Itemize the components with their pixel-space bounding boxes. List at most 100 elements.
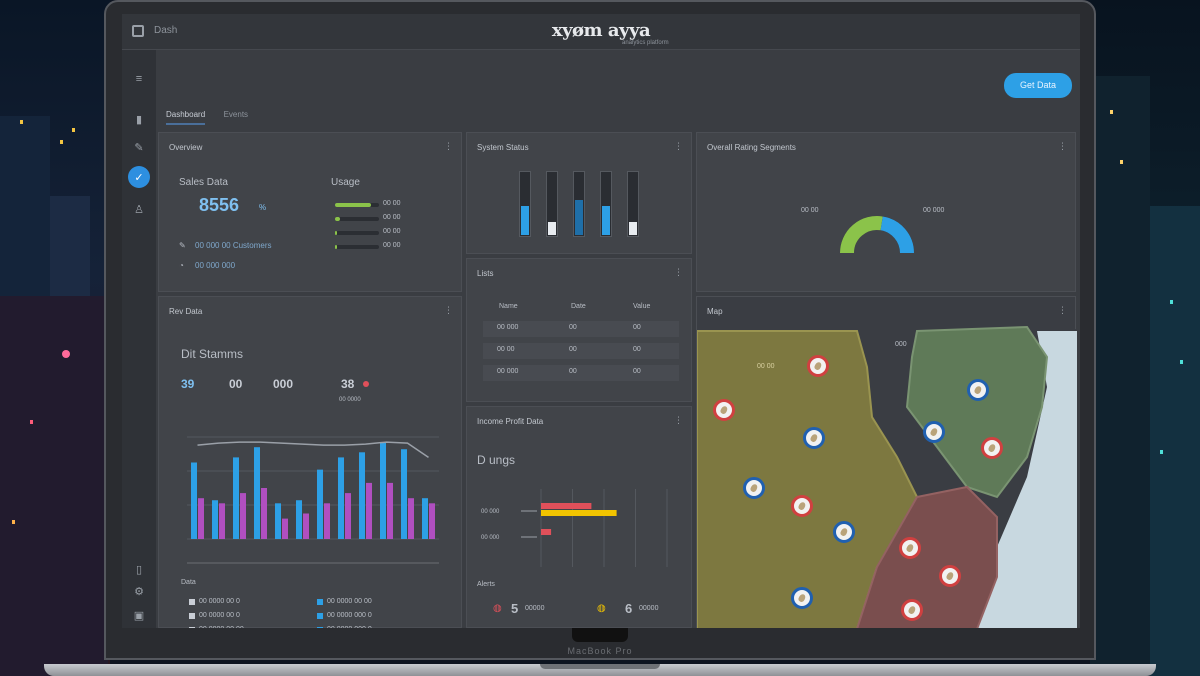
tab-events[interactable]: Events	[223, 110, 249, 119]
chart-bar	[387, 482, 393, 539]
table-cell-value: 00	[633, 346, 641, 353]
kpi-sub: 00 0000	[339, 397, 361, 403]
chart-bar	[212, 500, 218, 539]
map-pin-icon[interactable]	[967, 379, 989, 401]
chart-bar	[422, 498, 428, 539]
metric-label: Sales Data	[179, 177, 228, 188]
map-label-a: 00 00	[757, 363, 775, 370]
metric-unit: %	[259, 203, 267, 212]
chart-bar	[359, 452, 365, 539]
region-map[interactable]	[697, 297, 1077, 628]
more-icon[interactable]: ⋮	[444, 305, 453, 315]
usage-progress-fill	[335, 217, 341, 221]
map-pin-icon[interactable]	[833, 521, 855, 543]
alert-label-1: 00000	[525, 605, 545, 612]
gauge-title: Overall Rating Segments	[707, 143, 796, 152]
lock-icon[interactable]: ▣	[133, 609, 145, 622]
chart-bar	[408, 498, 414, 539]
table-row[interactable]: 00 000 00 00	[483, 321, 679, 337]
status-bar-track	[519, 171, 531, 237]
legend-swatch	[317, 599, 323, 605]
settings-icon[interactable]: ⚙	[134, 585, 144, 598]
income-panel: Income Profit Data ⋮ D ungs 00 000 00 000…	[466, 406, 692, 628]
map-pin-icon[interactable]	[901, 599, 923, 621]
table-cell-name: 00 000	[497, 324, 519, 331]
pencil-icon[interactable]: ✎	[179, 241, 186, 250]
table-cell-value: 00	[633, 324, 641, 331]
more-icon[interactable]: ⋮	[674, 267, 683, 277]
legend-swatch	[317, 613, 323, 619]
more-icon[interactable]: ⋮	[1058, 305, 1067, 315]
status-bar	[548, 222, 556, 235]
city-background-right	[1090, 0, 1200, 676]
kpi-value: 000	[273, 377, 294, 391]
chart-bar	[317, 469, 323, 539]
user-icon[interactable]: ♙	[134, 203, 144, 216]
get-data-button[interactable]: Get Data	[1004, 73, 1072, 98]
table-cell-date: 00	[569, 368, 577, 375]
overview-title: Overview	[169, 143, 203, 152]
usage-progress-label: 00 00	[383, 242, 401, 249]
map-pin-icon[interactable]	[807, 355, 829, 377]
map-pin-icon[interactable]	[939, 565, 961, 587]
map-pin-icon[interactable]	[791, 587, 813, 609]
status-bar	[521, 206, 529, 235]
legend-swatch	[189, 627, 195, 628]
usage-progress-label: 00 00	[383, 214, 401, 221]
alerts-title: Alerts	[477, 581, 495, 588]
map-pin-icon[interactable]	[899, 537, 921, 559]
legend-item: 00 0000 00 0	[199, 598, 240, 605]
compass-icon[interactable]: ✓	[128, 166, 150, 188]
city-background-left	[0, 0, 110, 676]
status-bar-track	[546, 171, 558, 237]
chart-bar	[219, 503, 225, 539]
chart-bar	[191, 462, 197, 539]
chart-bar	[198, 498, 204, 539]
sidebar: ≡ ▮ ✎ ✓ ♙ ▯ ⚙ ▣	[122, 50, 156, 628]
more-icon[interactable]: ⋮	[674, 415, 683, 425]
map-pin-icon[interactable]	[743, 477, 765, 499]
tab-bar: Dashboard Events	[166, 104, 262, 125]
usage-progress-bar	[335, 203, 379, 207]
status-bar	[602, 206, 610, 235]
alert-label-2: 00000	[639, 605, 659, 612]
legend-swatch	[317, 627, 323, 628]
menu-icon[interactable]: ≡	[135, 73, 143, 85]
tag-icon[interactable]: ✎	[134, 141, 144, 154]
kpi-alert-dot	[363, 381, 369, 387]
map-pin-icon[interactable]	[923, 421, 945, 443]
file-icon[interactable]: ▯	[135, 563, 143, 576]
map-pin-icon[interactable]	[791, 495, 813, 517]
more-icon[interactable]: ⋮	[674, 141, 683, 151]
legend-item: 00 0000 00 0	[199, 612, 240, 619]
overview-panel: Overview ⋮ Sales Data 8556 % Usage 00 00…	[158, 132, 462, 292]
more-icon[interactable]: ⋮	[1058, 141, 1067, 151]
chart-bar	[401, 449, 407, 539]
map-pin-icon[interactable]	[803, 427, 825, 449]
gauge-segment-green	[840, 216, 883, 254]
gauge-segment-blue	[880, 216, 914, 254]
document-icon[interactable]: ▮	[135, 113, 143, 126]
tab-dashboard[interactable]: Dashboard	[166, 110, 206, 125]
map-pin-icon[interactable]	[981, 437, 1003, 459]
more-icon[interactable]: ⋮	[444, 141, 453, 151]
metric-value: 8556	[199, 195, 240, 215]
table-row[interactable]: 00 000 00 00	[483, 365, 679, 381]
map-title: Map	[707, 307, 723, 316]
table-header-date: Date	[571, 303, 586, 310]
map-pin-icon[interactable]	[713, 399, 735, 421]
laptop-base-notch	[540, 664, 660, 669]
legend-item: 00 0000 000 0	[327, 626, 372, 628]
legend-item: 00 0000 000 0	[327, 612, 372, 619]
chart-bar	[324, 503, 330, 539]
chart-bar	[254, 447, 260, 539]
laptop-model-label: MacBook Pro	[567, 646, 633, 656]
legend-item: 00 0000 00 00	[327, 598, 372, 605]
brand-logo: xyøm ayya	[551, 20, 651, 41]
alert-count-2: 6	[625, 601, 633, 616]
laptop-base	[44, 664, 1156, 676]
app-icon[interactable]	[132, 25, 144, 37]
chart-bar	[380, 442, 386, 539]
status-bar	[575, 200, 583, 235]
table-row[interactable]: 00 00 00 00	[483, 343, 679, 359]
